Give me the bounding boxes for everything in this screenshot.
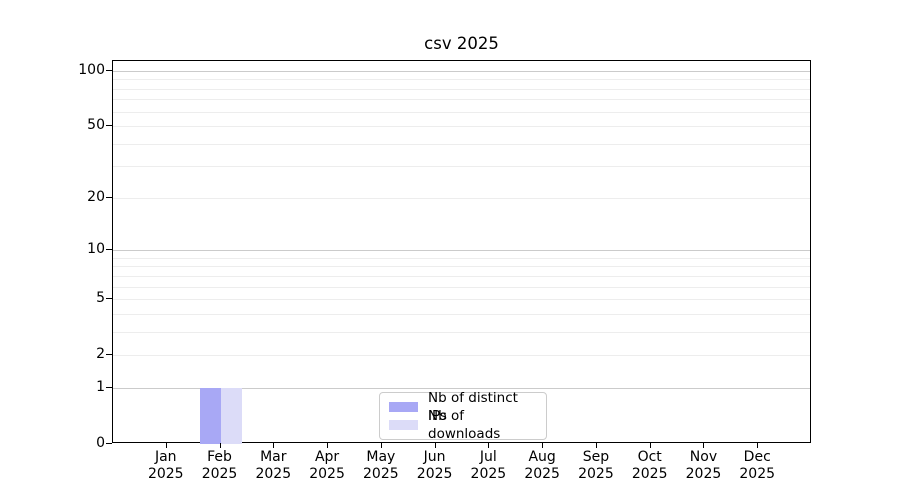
y-tick-label: 50 bbox=[87, 117, 105, 134]
gridline-minor bbox=[113, 286, 810, 288]
chart-title: csv 2025 bbox=[424, 34, 499, 53]
gridline-minor bbox=[113, 331, 810, 333]
legend-row: Nb of downloads bbox=[389, 408, 537, 442]
y-tick-mark bbox=[106, 125, 112, 127]
legend-rows: Nb of distinct IPs Nb of downloads bbox=[389, 390, 537, 442]
plot-area bbox=[112, 60, 811, 444]
x-tick-label: Mar 2025 bbox=[255, 449, 292, 482]
gridline-minor bbox=[113, 166, 810, 168]
x-tick-mark bbox=[219, 443, 221, 448]
legend-label: Nb of distinct IPs bbox=[428, 390, 518, 424]
x-tick-label: Nov 2025 bbox=[685, 449, 722, 482]
legend-swatch bbox=[389, 420, 418, 430]
y-tick-label: 20 bbox=[87, 188, 105, 205]
y-tick-label: 0 bbox=[96, 435, 105, 451]
gridline-minor bbox=[113, 99, 810, 101]
y-tick-mark bbox=[106, 69, 112, 71]
gridline-minor bbox=[113, 88, 810, 90]
y-tick-mark bbox=[106, 249, 112, 251]
x-tick-label: Jun 2025 bbox=[416, 449, 453, 482]
x-tick-mark bbox=[488, 443, 490, 448]
legend-row: Nb of distinct IPs bbox=[389, 390, 537, 424]
y-tick-mark bbox=[106, 354, 112, 356]
gridline-minor bbox=[113, 197, 810, 199]
x-tick-label: Jul 2025 bbox=[470, 449, 507, 482]
x-tick-mark bbox=[595, 443, 597, 448]
x-tick-label: Dec 2025 bbox=[739, 449, 776, 482]
y-tick-mark bbox=[106, 443, 112, 444]
x-tick-mark bbox=[434, 443, 436, 448]
y-tick-label: 10 bbox=[87, 241, 105, 258]
y-tick-label: 100 bbox=[78, 61, 105, 78]
gridline-minor bbox=[113, 275, 810, 277]
bar-nb-of-distinct-ips bbox=[199, 387, 221, 444]
legend: Nb of distinct IPs Nb of downloads bbox=[379, 390, 547, 442]
gridline-minor bbox=[113, 355, 810, 357]
x-tick-label: May 2025 bbox=[363, 449, 399, 482]
y-tick-label: 5 bbox=[96, 290, 105, 307]
gridline-minor bbox=[113, 266, 810, 268]
gridline-major bbox=[113, 250, 810, 252]
y-tick-label: 2 bbox=[96, 346, 105, 363]
gridline-minor bbox=[113, 257, 810, 259]
x-tick-mark bbox=[757, 443, 759, 448]
legend-label: Nb of downloads bbox=[428, 408, 501, 442]
gridline-minor bbox=[113, 299, 810, 301]
y-tick-mark bbox=[106, 386, 112, 388]
bar-nb-of-downloads bbox=[220, 387, 242, 444]
x-tick-label: Sep 2025 bbox=[578, 449, 614, 482]
x-tick-mark bbox=[649, 443, 651, 448]
x-tick-mark bbox=[380, 443, 382, 448]
x-tick-mark bbox=[327, 443, 329, 448]
gridline-minor bbox=[113, 143, 810, 145]
x-tick-mark bbox=[273, 443, 275, 448]
x-tick-label: Oct 2025 bbox=[631, 449, 668, 482]
y-tick-label: 1 bbox=[96, 378, 105, 395]
gridline-major bbox=[113, 387, 810, 389]
legend-swatch bbox=[389, 402, 418, 412]
y-tick-mark bbox=[106, 196, 112, 198]
gridline-minor bbox=[113, 313, 810, 315]
gridline-major bbox=[113, 70, 810, 72]
x-tick-label: Jan 2025 bbox=[147, 449, 184, 482]
x-tick-label: Apr 2025 bbox=[309, 449, 345, 482]
gridline-minor bbox=[113, 126, 810, 128]
x-tick-label: Feb 2025 bbox=[201, 449, 238, 482]
gridline-minor bbox=[113, 79, 810, 81]
x-tick-label: Aug 2025 bbox=[524, 449, 560, 482]
x-tick-mark bbox=[542, 443, 544, 448]
y-tick-mark bbox=[106, 298, 112, 300]
gridline-minor bbox=[113, 111, 810, 113]
x-tick-mark bbox=[703, 443, 705, 448]
x-tick-mark bbox=[165, 443, 167, 448]
